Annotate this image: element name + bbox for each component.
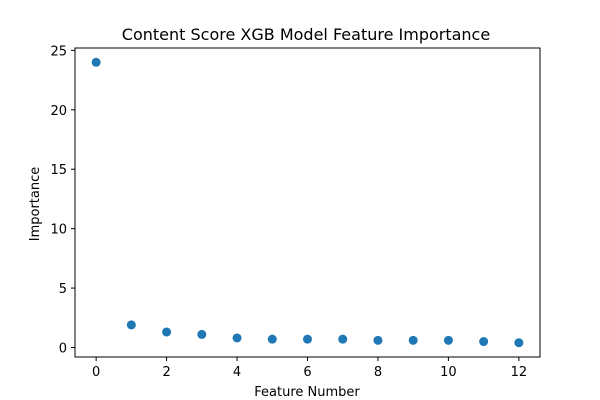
data-point	[197, 329, 207, 339]
x-tick-label: 0	[92, 365, 100, 380]
x-axis-label: Feature Number	[254, 385, 360, 400]
y-tick-label: 15	[50, 163, 67, 178]
x-tick-label: 10	[440, 365, 457, 380]
data-point	[479, 337, 489, 347]
x-tick-label: 6	[303, 365, 311, 380]
plot-area: 0 2 4 6 8 10 12 0 5 10 15 20 25	[50, 44, 541, 380]
y-tick-label: 25	[50, 44, 67, 59]
data-point	[91, 57, 101, 67]
data-point	[373, 335, 383, 345]
x-tick-label: 8	[374, 365, 382, 380]
y-tick-label: 5	[59, 282, 67, 297]
data-point	[267, 334, 277, 344]
data-point	[338, 334, 348, 344]
y-tick-label: 0	[59, 341, 67, 356]
x-tick-label: 4	[233, 365, 241, 380]
data-point	[408, 335, 418, 345]
x-tick-label: 2	[162, 365, 170, 380]
y-axis-label: Importance	[28, 167, 43, 242]
data-point	[232, 333, 242, 343]
data-point	[514, 338, 524, 348]
y-tick-label: 20	[50, 104, 67, 119]
x-tick-label: 12	[511, 365, 528, 380]
data-point	[443, 335, 453, 345]
chart-title: Content Score XGB Model Feature Importan…	[122, 25, 490, 44]
data-point	[303, 334, 312, 344]
y-tick-label: 10	[50, 223, 67, 238]
data-point	[126, 320, 136, 330]
data-point	[162, 327, 172, 337]
